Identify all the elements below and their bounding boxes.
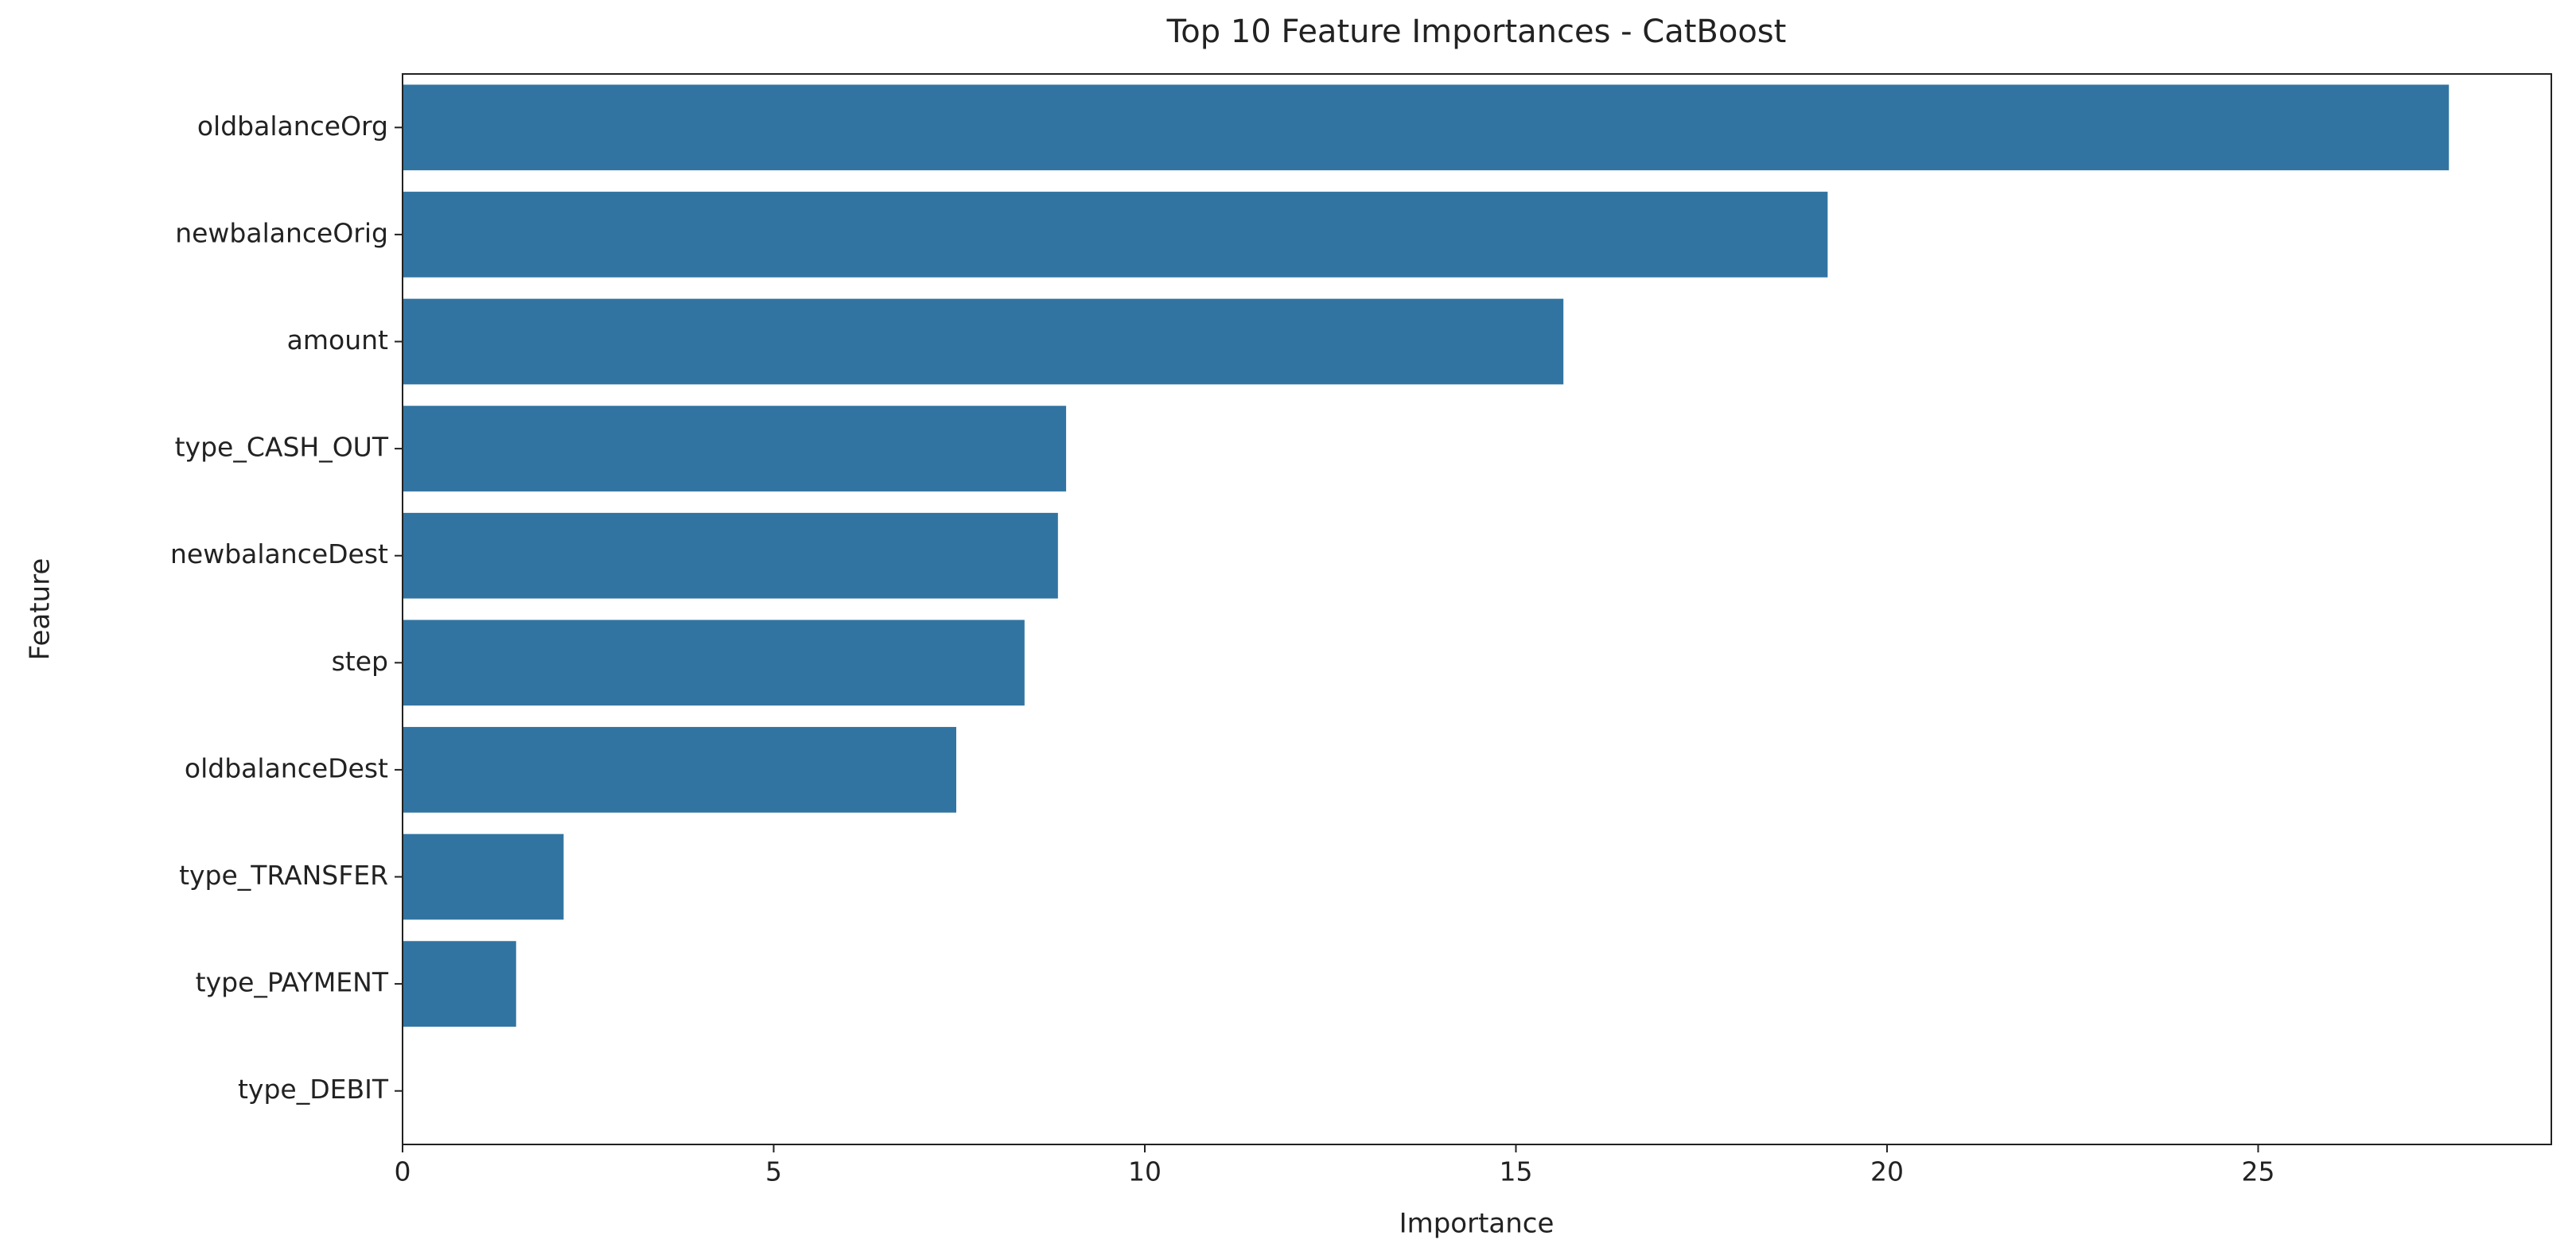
- bar: [403, 406, 1067, 492]
- bar: [403, 84, 2450, 171]
- x-tick-label: 20: [1870, 1156, 1904, 1187]
- bar: [403, 833, 564, 920]
- x-tick-label: 25: [2241, 1156, 2274, 1187]
- x-tick-label: 5: [765, 1156, 782, 1187]
- bar: [403, 620, 1025, 706]
- y-tick-label: oldbalanceOrg: [197, 111, 388, 142]
- x-tick-label: 0: [395, 1156, 411, 1187]
- y-tick-label: type_PAYMENT: [196, 967, 389, 998]
- x-tick-label: 10: [1128, 1156, 1162, 1187]
- y-tick-label: step: [332, 646, 388, 677]
- x-tick-label: 15: [1499, 1156, 1532, 1187]
- bar: [403, 512, 1058, 599]
- y-axis-label: Feature: [25, 558, 56, 660]
- bar: [403, 298, 1564, 385]
- y-tick-label: type_TRANSFER: [179, 860, 388, 891]
- chart-title: Top 10 Feature Importances - CatBoost: [1166, 14, 1787, 50]
- y-tick-label: newbalanceDest: [170, 538, 388, 569]
- y-tick-label: type_DEBIT: [238, 1074, 389, 1105]
- x-axis-label: Importance: [1399, 1208, 1555, 1240]
- plot-frame: [402, 73, 2552, 1145]
- y-tick-label: newbalanceOrig: [175, 217, 388, 248]
- y-tick-label: type_CASH_OUT: [175, 432, 389, 463]
- y-tick-label: oldbalanceDest: [185, 752, 388, 783]
- bar: [403, 192, 1828, 278]
- bar: [403, 941, 516, 1027]
- y-tick-label: amount: [287, 324, 388, 356]
- bar: [403, 727, 957, 813]
